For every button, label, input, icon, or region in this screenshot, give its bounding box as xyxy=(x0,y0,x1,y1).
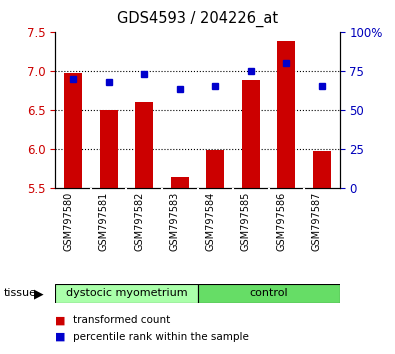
Text: dystocic myometrium: dystocic myometrium xyxy=(66,289,187,298)
Text: GSM797582: GSM797582 xyxy=(134,192,144,251)
Text: percentile rank within the sample: percentile rank within the sample xyxy=(73,332,249,342)
Bar xyxy=(55,284,198,303)
Text: ■: ■ xyxy=(55,332,66,342)
Text: ▶: ▶ xyxy=(34,287,43,300)
Bar xyxy=(171,177,189,188)
Text: GSM797581: GSM797581 xyxy=(99,192,109,251)
Bar xyxy=(242,80,260,188)
Bar xyxy=(277,41,295,188)
Text: GSM797583: GSM797583 xyxy=(170,192,180,251)
Text: GSM797586: GSM797586 xyxy=(276,192,286,251)
Text: transformed count: transformed count xyxy=(73,315,170,325)
Bar xyxy=(100,110,118,188)
Bar xyxy=(64,73,82,188)
Text: ■: ■ xyxy=(55,315,66,325)
Text: tissue: tissue xyxy=(4,289,37,298)
Text: control: control xyxy=(249,289,288,298)
Bar xyxy=(313,151,331,188)
Text: GSM797585: GSM797585 xyxy=(241,192,251,251)
Bar xyxy=(135,102,153,188)
Bar xyxy=(206,150,224,188)
Text: GDS4593 / 204226_at: GDS4593 / 204226_at xyxy=(117,11,278,27)
Text: GSM797587: GSM797587 xyxy=(312,192,322,251)
Text: GSM797584: GSM797584 xyxy=(205,192,215,251)
Bar xyxy=(198,284,340,303)
Text: GSM797580: GSM797580 xyxy=(63,192,73,251)
